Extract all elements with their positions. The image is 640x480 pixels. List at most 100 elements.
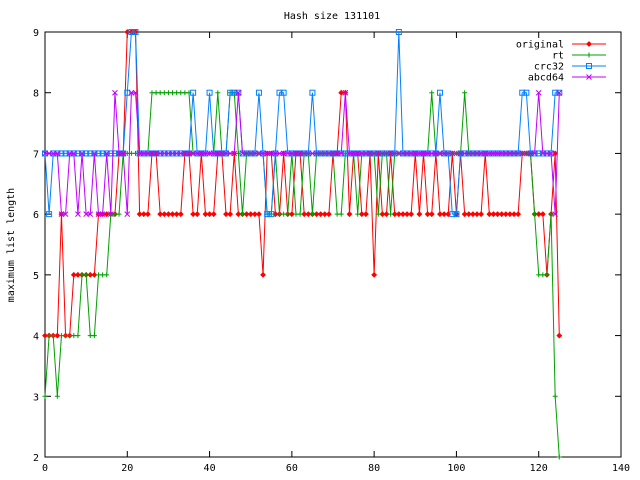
data-point-abcd64	[465, 150, 472, 157]
data-point-abcd64	[75, 211, 81, 217]
data-point-original	[206, 211, 213, 218]
data-point-abcd64	[511, 150, 517, 157]
data-point-original	[91, 271, 98, 278]
data-point-abcd64	[70, 150, 77, 157]
data-point-abcd64	[260, 150, 266, 157]
data-point-original	[379, 211, 386, 218]
data-point-abcd64	[227, 150, 233, 157]
data-point-original	[243, 211, 250, 218]
x-tick-label: 80	[368, 463, 380, 474]
data-point-abcd64	[502, 150, 509, 157]
data-point-abcd64	[433, 150, 439, 157]
data-point-abcd64	[371, 150, 377, 157]
data-point-abcd64	[50, 150, 57, 157]
data-point-abcd64	[186, 150, 192, 157]
data-point-original	[478, 211, 485, 218]
data-point-original	[251, 211, 258, 218]
data-point-rt	[552, 393, 558, 399]
data-point-abcd64	[428, 150, 435, 157]
data-point-abcd64	[177, 150, 184, 157]
data-point-abcd64	[251, 150, 258, 157]
data-point-rt	[91, 333, 97, 339]
data-point-abcd64	[457, 150, 464, 157]
data-point-abcd64	[478, 150, 484, 157]
data-point-abcd64	[214, 150, 221, 157]
data-point-crc32	[342, 150, 349, 157]
data-point-rt	[239, 211, 245, 217]
data-point-abcd64	[293, 150, 299, 157]
data-point-crc32	[132, 29, 139, 35]
data-point-abcd64	[182, 150, 188, 157]
data-point-original	[165, 211, 172, 218]
data-point-abcd64	[548, 150, 554, 157]
data-point-abcd64	[301, 150, 308, 157]
data-point-abcd64	[54, 150, 61, 157]
data-point-abcd64	[91, 150, 98, 157]
data-point-crc32	[535, 150, 542, 157]
data-point-rt	[116, 211, 122, 217]
data-point-abcd64	[338, 150, 345, 157]
data-point-abcd64	[346, 150, 353, 157]
data-point-crc32	[255, 89, 262, 96]
data-point-crc32	[58, 150, 65, 157]
data-point-rt	[42, 393, 48, 399]
data-point-rt	[355, 211, 361, 217]
data-point-original	[313, 211, 320, 218]
data-point-crc32	[395, 29, 402, 35]
data-point-original	[325, 211, 332, 218]
data-point-rt	[285, 211, 291, 217]
data-point-abcd64	[132, 89, 139, 96]
data-point-abcd64	[350, 150, 357, 157]
data-point-original	[54, 332, 61, 339]
data-point-original	[424, 211, 431, 218]
data-point-rt	[309, 211, 315, 217]
data-point-abcd64	[223, 150, 229, 157]
data-point-abcd64	[276, 150, 283, 157]
data-point-original	[177, 211, 184, 218]
data-point-abcd64	[379, 150, 386, 157]
series-line-rt	[44, 92, 560, 458]
data-point-abcd64	[99, 211, 106, 217]
data-point-original	[346, 211, 353, 218]
data-point-abcd64	[400, 150, 406, 157]
data-point-abcd64	[313, 150, 320, 157]
data-point-original	[305, 211, 312, 218]
data-point-abcd64	[453, 150, 460, 157]
data-point-abcd64	[498, 150, 505, 157]
data-point-crc32	[519, 89, 526, 96]
data-point-rt	[54, 393, 60, 399]
data-point-abcd64	[474, 150, 480, 157]
data-point-original	[317, 211, 324, 218]
plot-frame	[44, 31, 622, 458]
data-point-crc32	[190, 89, 197, 96]
data-point-original	[539, 211, 546, 218]
data-point-original	[144, 211, 151, 218]
data-point-crc32	[264, 211, 271, 218]
data-point-abcd64	[395, 150, 402, 157]
data-point-abcd64	[66, 150, 73, 157]
data-point-original	[202, 211, 209, 218]
data-point-crc32	[128, 29, 135, 35]
data-point-original	[465, 211, 472, 218]
chart-title: Hash size 131101	[284, 11, 380, 22]
data-point-abcd64	[383, 150, 390, 157]
data-point-original	[395, 211, 402, 218]
data-point-crc32	[552, 89, 559, 96]
legend-marker-crc32	[586, 63, 592, 69]
series-rt	[42, 90, 562, 460]
data-point-abcd64	[494, 150, 501, 157]
x-tick-label: 0	[42, 463, 48, 474]
data-point-crc32	[276, 89, 283, 96]
data-point-original	[227, 211, 234, 218]
y-tick-label: 9	[33, 28, 39, 39]
x-tick-label: 40	[204, 463, 216, 474]
data-point-original	[494, 211, 501, 218]
data-point-rt	[556, 454, 562, 460]
y-tick-label: 5	[33, 271, 39, 282]
data-point-abcd64	[46, 150, 52, 157]
data-point-abcd64	[87, 211, 94, 217]
data-point-abcd64	[305, 150, 312, 157]
data-point-abcd64	[149, 150, 155, 157]
data-point-rt	[215, 90, 221, 96]
